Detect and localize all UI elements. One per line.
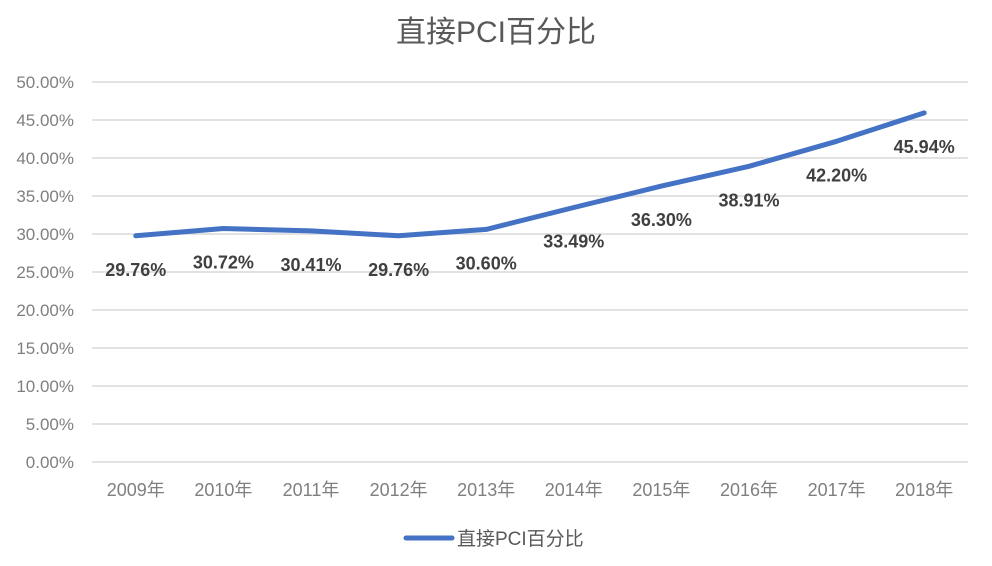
y-tick-label: 0.00% xyxy=(26,453,74,472)
y-tick-label: 5.00% xyxy=(26,415,74,434)
x-tick-label: 2015年 xyxy=(632,480,690,500)
x-axis-labels: 2009年 2010年 2011年 2012年 2013年 2014年 2015年 2016年… xyxy=(107,480,953,500)
legend[interactable]: 直接PCI百分比 xyxy=(403,528,584,550)
data-label: 36.30% xyxy=(631,210,692,230)
y-tick-label: 15.00% xyxy=(16,339,74,358)
x-tick-label: 2012年 xyxy=(370,480,428,500)
y-axis-labels: 0.00% 5.00% 10.00% 15.00% 20.00% 25.00% 30.00%… xyxy=(16,73,74,472)
y-tick-label: 25.00% xyxy=(16,263,74,282)
series-line xyxy=(133,110,927,239)
x-tick-label: 2010年 xyxy=(194,480,252,500)
x-tick-label: 2016年 xyxy=(720,480,778,500)
y-tick-label: 20.00% xyxy=(16,301,74,320)
y-tick-label: 35.00% xyxy=(16,187,74,206)
y-tick-label: 30.00% xyxy=(16,225,74,244)
y-tick-label: 40.00% xyxy=(16,149,74,168)
data-label: 29.76% xyxy=(105,260,166,280)
x-tick-label: 2013年 xyxy=(457,480,515,500)
data-label: 42.20% xyxy=(806,165,867,185)
x-tick-label: 2011年 xyxy=(283,480,340,500)
chart-title: 直接PCI百分比 xyxy=(396,16,596,49)
y-tick-label: 45.00% xyxy=(16,111,74,130)
y-tick-label: 50.00% xyxy=(16,73,74,92)
data-label: 30.72% xyxy=(193,253,254,273)
x-tick-label: 2009年 xyxy=(107,480,165,500)
data-label: 30.60% xyxy=(456,253,517,273)
x-tick-label: 2018年 xyxy=(895,480,953,500)
legend-label: 直接PCI百分比 xyxy=(457,528,584,550)
data-label: 30.41% xyxy=(280,255,341,275)
data-label: 33.49% xyxy=(543,231,604,251)
x-tick-label: 2014年 xyxy=(545,480,603,500)
y-tick-label: 10.00% xyxy=(16,377,74,396)
data-labels: 29.76% 30.72% 30.41% 29.76% 30.60% 33.49% 36.3… xyxy=(105,137,954,280)
x-tick-label: 2017年 xyxy=(808,480,866,500)
gridlines xyxy=(92,81,968,463)
data-label: 29.76% xyxy=(368,260,429,280)
data-label: 38.91% xyxy=(718,190,779,210)
data-label: 45.94% xyxy=(894,137,955,157)
